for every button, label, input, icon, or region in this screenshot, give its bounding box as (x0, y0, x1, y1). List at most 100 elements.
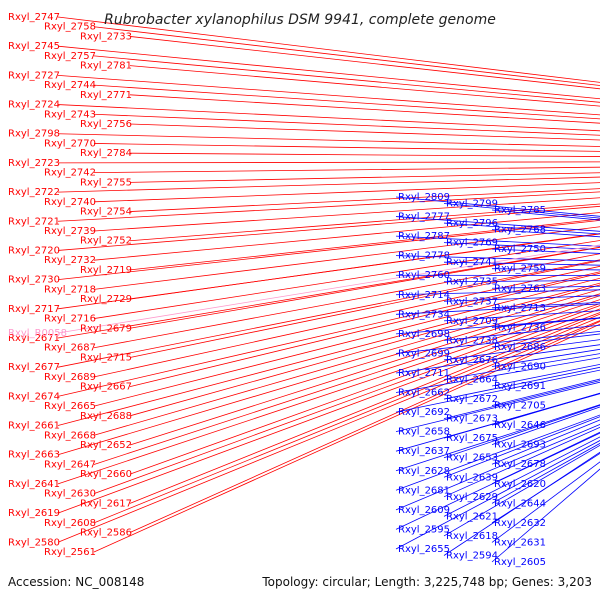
forward-gene-label[interactable]: Rxyl_2727 (8, 70, 60, 81)
reverse-gene-label[interactable]: Rxyl_2620 (494, 479, 546, 490)
forward-gene-label[interactable]: Rxyl_2630 (44, 489, 96, 500)
forward-gene-label[interactable]: Rxyl_2674 (8, 391, 60, 402)
reverse-gene-label[interactable]: Rxyl_2664 (446, 375, 498, 386)
forward-gene-label[interactable]: Rxyl_2721 (8, 216, 60, 227)
forward-gene-label[interactable]: Rxyl_2586 (80, 528, 132, 539)
forward-gene-label[interactable]: Rxyl_2784 (80, 148, 132, 159)
reverse-gene-label[interactable]: Rxyl_2768 (494, 225, 546, 236)
reverse-gene-label[interactable]: Rxyl_2644 (494, 498, 546, 509)
reverse-gene-label[interactable]: Rxyl_2698 (398, 329, 450, 340)
reverse-gene-label[interactable]: Rxyl_2741 (446, 257, 498, 268)
reverse-gene-label[interactable]: Rxyl_2759 (494, 264, 546, 275)
reverse-gene-label[interactable]: Rxyl_2595 (398, 524, 450, 535)
reverse-gene-label[interactable]: Rxyl_2778 (398, 251, 450, 262)
forward-gene-label[interactable]: Rxyl_2758 (44, 22, 96, 33)
reverse-gene-label[interactable]: Rxyl_2711 (398, 368, 450, 379)
forward-gene-label[interactable]: Rxyl_2679 (80, 323, 132, 334)
forward-gene-label[interactable]: Rxyl_2641 (8, 479, 60, 490)
forward-gene-label[interactable]: Rxyl_2718 (44, 284, 96, 295)
reverse-gene-label[interactable]: Rxyl_2675 (446, 433, 498, 444)
reverse-gene-label[interactable]: Rxyl_2658 (398, 427, 450, 438)
forward-gene-label[interactable]: Rxyl_2754 (80, 207, 132, 218)
reverse-gene-label[interactable]: Rxyl_2678 (494, 459, 546, 470)
reverse-gene-label[interactable]: Rxyl_2809 (398, 192, 450, 203)
reverse-gene-label[interactable]: Rxyl_2737 (446, 296, 498, 307)
reverse-gene-label[interactable]: Rxyl_2699 (398, 348, 450, 359)
forward-gene-label[interactable]: Rxyl_2619 (8, 508, 60, 519)
reverse-gene-label[interactable]: Rxyl_2605 (494, 557, 546, 568)
forward-gene-label[interactable]: Rxyl_2667 (80, 382, 132, 393)
forward-gene-label[interactable]: Rxyl_2742 (44, 168, 96, 179)
forward-gene-label[interactable]: Rxyl_2677 (8, 362, 60, 373)
reverse-gene-label[interactable]: Rxyl_2655 (398, 544, 450, 555)
forward-gene-label[interactable]: Rxyl_2561 (44, 547, 96, 558)
reverse-gene-label[interactable]: Rxyl_2691 (494, 381, 546, 392)
reverse-gene-label[interactable]: Rxyl_2686 (494, 342, 546, 353)
forward-gene-label[interactable]: Rxyl_2652 (80, 440, 132, 451)
forward-gene-label[interactable]: Rxyl_2608 (44, 518, 96, 529)
forward-gene-label[interactable]: Rxyl_2687 (44, 343, 96, 354)
rna-gene-label[interactable]: Rxyl_R0058 (8, 328, 67, 339)
forward-gene-label[interactable]: Rxyl_2755 (80, 177, 132, 188)
forward-gene-label[interactable]: Rxyl_2720 (8, 245, 60, 256)
reverse-gene-label[interactable]: Rxyl_2769 (446, 238, 498, 249)
reverse-gene-label[interactable]: Rxyl_2632 (494, 518, 546, 529)
forward-gene-label[interactable]: Rxyl_2756 (80, 119, 132, 130)
forward-gene-label[interactable]: Rxyl_2716 (44, 314, 96, 325)
forward-gene-label[interactable]: Rxyl_2663 (8, 450, 60, 461)
reverse-gene-label[interactable]: Rxyl_2709 (446, 316, 498, 327)
reverse-gene-label[interactable]: Rxyl_2763 (494, 283, 546, 294)
forward-gene-label[interactable]: Rxyl_2744 (44, 80, 96, 91)
forward-gene-label[interactable]: Rxyl_2647 (44, 459, 96, 470)
reverse-gene-label[interactable]: Rxyl_2653 (446, 453, 498, 464)
forward-gene-label[interactable]: Rxyl_2617 (80, 498, 132, 509)
reverse-gene-label[interactable]: Rxyl_2609 (398, 505, 450, 516)
reverse-gene-label[interactable]: Rxyl_2750 (494, 244, 546, 255)
forward-gene-label[interactable]: Rxyl_2660 (80, 469, 132, 480)
reverse-gene-label[interactable]: Rxyl_2629 (446, 492, 498, 503)
reverse-gene-label[interactable]: Rxyl_2735 (446, 277, 498, 288)
forward-gene-label[interactable]: Rxyl_2757 (44, 51, 96, 62)
gene-labels[interactable]: Rxyl_2747Rxyl_2758Rxyl_2733Rxyl_2745Rxyl… (8, 12, 546, 568)
reverse-gene-label[interactable]: Rxyl_2799 (446, 199, 498, 210)
reverse-gene-label[interactable]: Rxyl_2690 (494, 361, 546, 372)
forward-gene-label[interactable]: Rxyl_2730 (8, 275, 60, 286)
reverse-gene-label[interactable]: Rxyl_2681 (398, 485, 450, 496)
forward-gene-label[interactable]: Rxyl_2770 (44, 138, 96, 149)
reverse-gene-label[interactable]: Rxyl_2734 (398, 309, 450, 320)
reverse-gene-label[interactable]: Rxyl_2594 (446, 550, 498, 561)
reverse-gene-label[interactable]: Rxyl_2714 (398, 290, 450, 301)
reverse-gene-label[interactable]: Rxyl_2736 (494, 322, 546, 333)
forward-gene-label[interactable]: Rxyl_2729 (80, 294, 132, 305)
forward-gene-label[interactable]: Rxyl_2732 (44, 255, 96, 266)
forward-gene-label[interactable]: Rxyl_2771 (80, 90, 132, 101)
forward-gene-label[interactable]: Rxyl_2745 (8, 41, 60, 52)
reverse-gene-label[interactable]: Rxyl_2628 (398, 466, 450, 477)
forward-gene-label[interactable]: Rxyl_2781 (80, 61, 132, 72)
forward-gene-label[interactable]: Rxyl_2580 (8, 537, 60, 548)
reverse-gene-label[interactable]: Rxyl_2713 (494, 303, 546, 314)
forward-gene-label[interactable]: Rxyl_2722 (8, 187, 60, 198)
forward-gene-label[interactable]: Rxyl_2671 (8, 333, 60, 344)
forward-gene-label[interactable]: Rxyl_2798 (8, 129, 60, 140)
reverse-gene-label[interactable]: Rxyl_2760 (398, 270, 450, 281)
reverse-gene-label[interactable]: Rxyl_2796 (446, 218, 498, 229)
forward-gene-label[interactable]: Rxyl_2723 (8, 158, 60, 169)
reverse-gene-label[interactable]: Rxyl_2618 (446, 531, 498, 542)
reverse-gene-label[interactable]: Rxyl_2631 (494, 537, 546, 548)
forward-gene-label[interactable]: Rxyl_2743 (44, 109, 96, 120)
forward-gene-label[interactable]: Rxyl_2719 (80, 265, 132, 276)
forward-gene-label[interactable]: Rxyl_2733 (80, 31, 132, 42)
reverse-gene-label[interactable]: Rxyl_2693 (494, 440, 546, 451)
forward-gene-label[interactable]: Rxyl_2724 (8, 100, 60, 111)
reverse-gene-label[interactable]: Rxyl_2777 (398, 212, 450, 223)
forward-gene-label[interactable]: Rxyl_2740 (44, 197, 96, 208)
reverse-gene-label[interactable]: Rxyl_2692 (398, 407, 450, 418)
reverse-gene-label[interactable]: Rxyl_2705 (494, 401, 546, 412)
forward-gene-label[interactable]: Rxyl_2752 (80, 236, 132, 247)
reverse-gene-label[interactable]: Rxyl_2646 (494, 420, 546, 431)
forward-gene-label[interactable]: Rxyl_2665 (44, 401, 96, 412)
reverse-gene-label[interactable]: Rxyl_2621 (446, 511, 498, 522)
reverse-gene-label[interactable]: Rxyl_2639 (446, 472, 498, 483)
reverse-gene-label[interactable]: Rxyl_2787 (398, 231, 450, 242)
